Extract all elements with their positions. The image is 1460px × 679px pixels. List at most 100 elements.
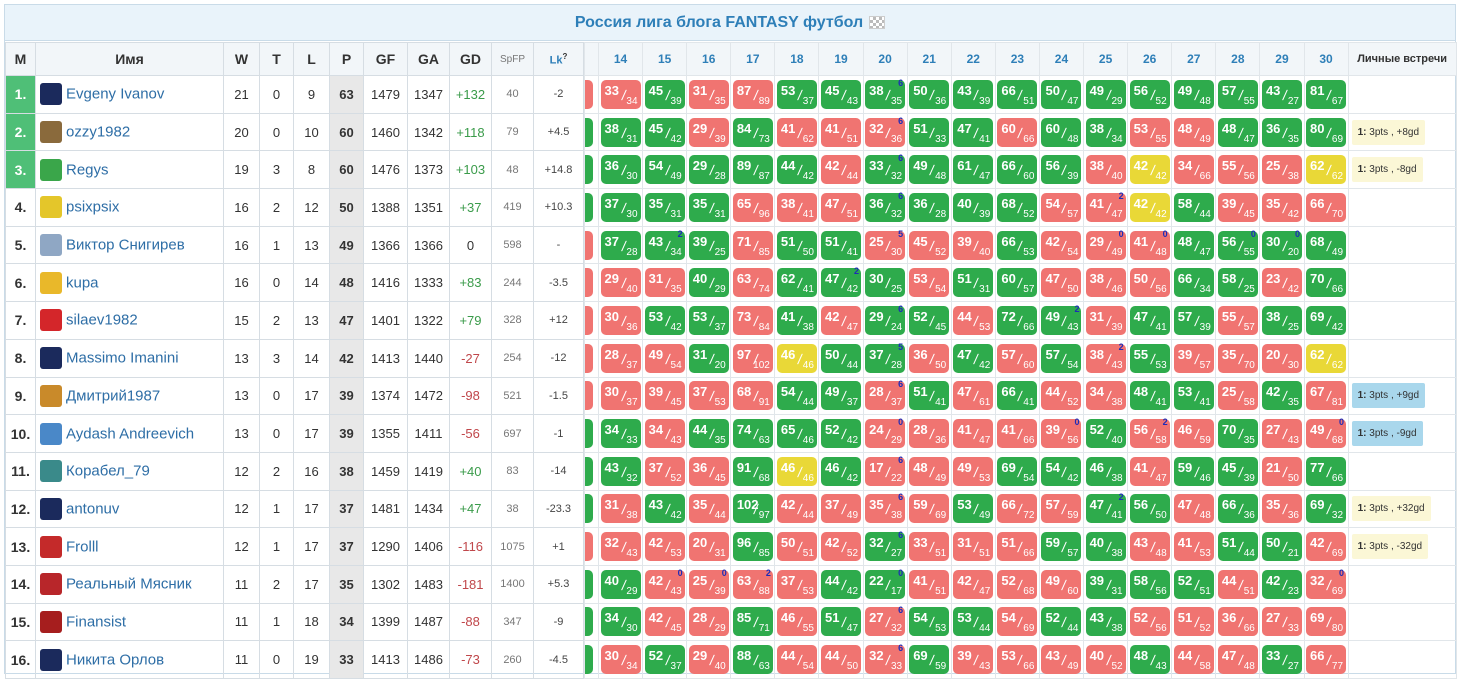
match-score[interactable]: 53/55 [1129, 117, 1170, 147]
col-header-t[interactable]: T [259, 42, 294, 76]
match-score[interactable]: 33/51 [909, 532, 950, 562]
match-score[interactable]: 49/60 [1041, 569, 1082, 599]
match-score[interactable]: 45/39 [1217, 456, 1258, 486]
match-score[interactable]: 42/44 [821, 155, 862, 185]
match-score[interactable]: 31/20 [688, 343, 729, 373]
match-score[interactable]: 47/48 [1173, 494, 1214, 524]
match-score[interactable]: 46/46 [776, 343, 817, 373]
match-score[interactable]: 22/17 0 [865, 568, 906, 599]
match-score[interactable]: 52/56 [1129, 607, 1170, 637]
match-score[interactable]: 28/36 [909, 419, 950, 449]
match-score[interactable]: 24/29 0 [865, 417, 906, 449]
match-score[interactable]: 51/52 [1173, 607, 1214, 637]
round-header[interactable]: 22 [950, 42, 996, 76]
match-score[interactable]: 53/44 [953, 607, 994, 637]
match-score[interactable]: 66/60 [997, 155, 1038, 185]
match-score[interactable]: 39/45 [644, 381, 685, 411]
match-score[interactable]: 50/36 [909, 79, 950, 109]
match-score[interactable]: 38/31 [600, 117, 641, 147]
match-score[interactable]: 63/74 [732, 268, 773, 298]
match-score[interactable]: 52/68 [997, 569, 1038, 599]
round-header[interactable]: 18 [774, 42, 820, 76]
match-score[interactable]: 71/85 [732, 230, 773, 260]
match-score[interactable]: 62/41 [776, 268, 817, 298]
team-link[interactable]: Regys [66, 161, 109, 179]
match-score[interactable]: 40/29 [688, 268, 729, 298]
match-score[interactable]: 25/58 [1217, 381, 1258, 411]
match-score[interactable]: 43/32 [600, 456, 641, 486]
match-score[interactable]: 61/47 [953, 155, 994, 185]
match-score[interactable]: 56/50 [1129, 494, 1170, 524]
match-score[interactable]: 39/25 [688, 230, 729, 260]
match-score[interactable]: 45/42 [644, 117, 685, 147]
match-score[interactable]: 41/53 [1173, 532, 1214, 562]
match-score[interactable]: 42/42 [1129, 192, 1170, 222]
match-score[interactable]: 47/41 [953, 117, 994, 147]
match-score[interactable]: 42/47 [821, 305, 862, 335]
match-score[interactable]: 49/48 [1173, 79, 1214, 109]
match-score[interactable]: 57/55 [1217, 79, 1258, 109]
match-score[interactable]: 51/41 [821, 230, 862, 260]
match-score[interactable]: 49/54 [644, 343, 685, 373]
match-score[interactable]: 41/48 0 [1129, 229, 1170, 260]
match-score[interactable]: 58/44 [1173, 192, 1214, 222]
match-score[interactable]: 59/57 [1041, 532, 1082, 562]
match-score[interactable]: 30/36 [600, 305, 641, 335]
match-score[interactable]: 39/56 0 [1041, 417, 1082, 449]
match-score[interactable]: 58/25 [1217, 268, 1258, 298]
match-score[interactable]: 66/70 [1306, 192, 1347, 222]
match-score[interactable]: 43/39 [953, 79, 994, 109]
col-header-gf[interactable]: GF [363, 42, 408, 76]
team-link[interactable]: antonuv [66, 500, 120, 518]
match-score[interactable]: 30/37 [600, 381, 641, 411]
match-score[interactable]: 60/57 [997, 268, 1038, 298]
match-score[interactable]: 69/32 [1306, 494, 1347, 524]
match-score[interactable]: 42/23 [1261, 569, 1302, 599]
round-header[interactable]: 28 [1215, 42, 1261, 76]
match-score[interactable]: 47/42 2 [821, 266, 862, 298]
match-score[interactable]: 58/56 [1129, 569, 1170, 599]
match-score[interactable]: 44/42 [821, 569, 862, 599]
match-score[interactable]: 25/30 5 [865, 229, 906, 260]
match-score[interactable]: 66/34 [1173, 268, 1214, 298]
team-link[interactable]: Дмитрий1987 [66, 387, 161, 405]
match-score[interactable]: 54/44 [776, 381, 817, 411]
match-score[interactable]: 34/30 [600, 607, 641, 637]
match-score[interactable]: 89/87 [732, 155, 773, 185]
match-score[interactable]: 29/39 [688, 117, 729, 147]
match-score[interactable]: 48/49 [909, 456, 950, 486]
round-header[interactable]: 30 [1303, 42, 1349, 76]
match-score[interactable]: 55/57 [1217, 305, 1258, 335]
match-score[interactable]: 52/51 [1173, 569, 1214, 599]
match-score[interactable]: 50/21 [1261, 532, 1302, 562]
match-score[interactable]: 40/29 [600, 569, 641, 599]
match-score[interactable]: 46/46 [776, 456, 817, 486]
match-score[interactable]: 59/46 [1173, 456, 1214, 486]
match-score[interactable]: 81/67 [1306, 79, 1347, 109]
match-score[interactable]: 31/38 [600, 494, 641, 524]
match-score[interactable]: 43/38 [1085, 607, 1126, 637]
match-score[interactable]: 44/52 [1041, 381, 1082, 411]
match-score[interactable]: 60/66 [997, 117, 1038, 147]
match-score[interactable]: 48/41 [1129, 381, 1170, 411]
match-score[interactable]: 46/55 [776, 607, 817, 637]
match-score[interactable]: 62/62 [1306, 343, 1347, 373]
match-score[interactable]: 51/50 [776, 230, 817, 260]
match-score[interactable]: 87/89 [732, 79, 773, 109]
match-score[interactable]: 54/57 [1041, 192, 1082, 222]
round-header[interactable]: 25 [1083, 42, 1129, 76]
match-score[interactable]: 33/32 6 [865, 153, 906, 185]
match-score[interactable]: 51/41 [909, 381, 950, 411]
match-score[interactable]: 31/35 [644, 268, 685, 298]
match-score[interactable]: 29/49 0 [1085, 229, 1126, 260]
match-score[interactable]: 43/48 [1129, 532, 1170, 562]
match-score[interactable]: 35/31 [644, 192, 685, 222]
match-score[interactable]: 49/29 [1085, 79, 1126, 109]
col-header-ga[interactable]: GA [407, 42, 450, 76]
match-score[interactable]: 36/45 [688, 456, 729, 486]
match-score[interactable]: 56/58 2 [1129, 417, 1170, 449]
team-link[interactable]: Реальный Мясник [66, 575, 192, 593]
col-header-name[interactable]: Имя [35, 42, 224, 76]
round-header[interactable]: 23 [994, 42, 1040, 76]
match-score[interactable]: 72/66 [997, 305, 1038, 335]
